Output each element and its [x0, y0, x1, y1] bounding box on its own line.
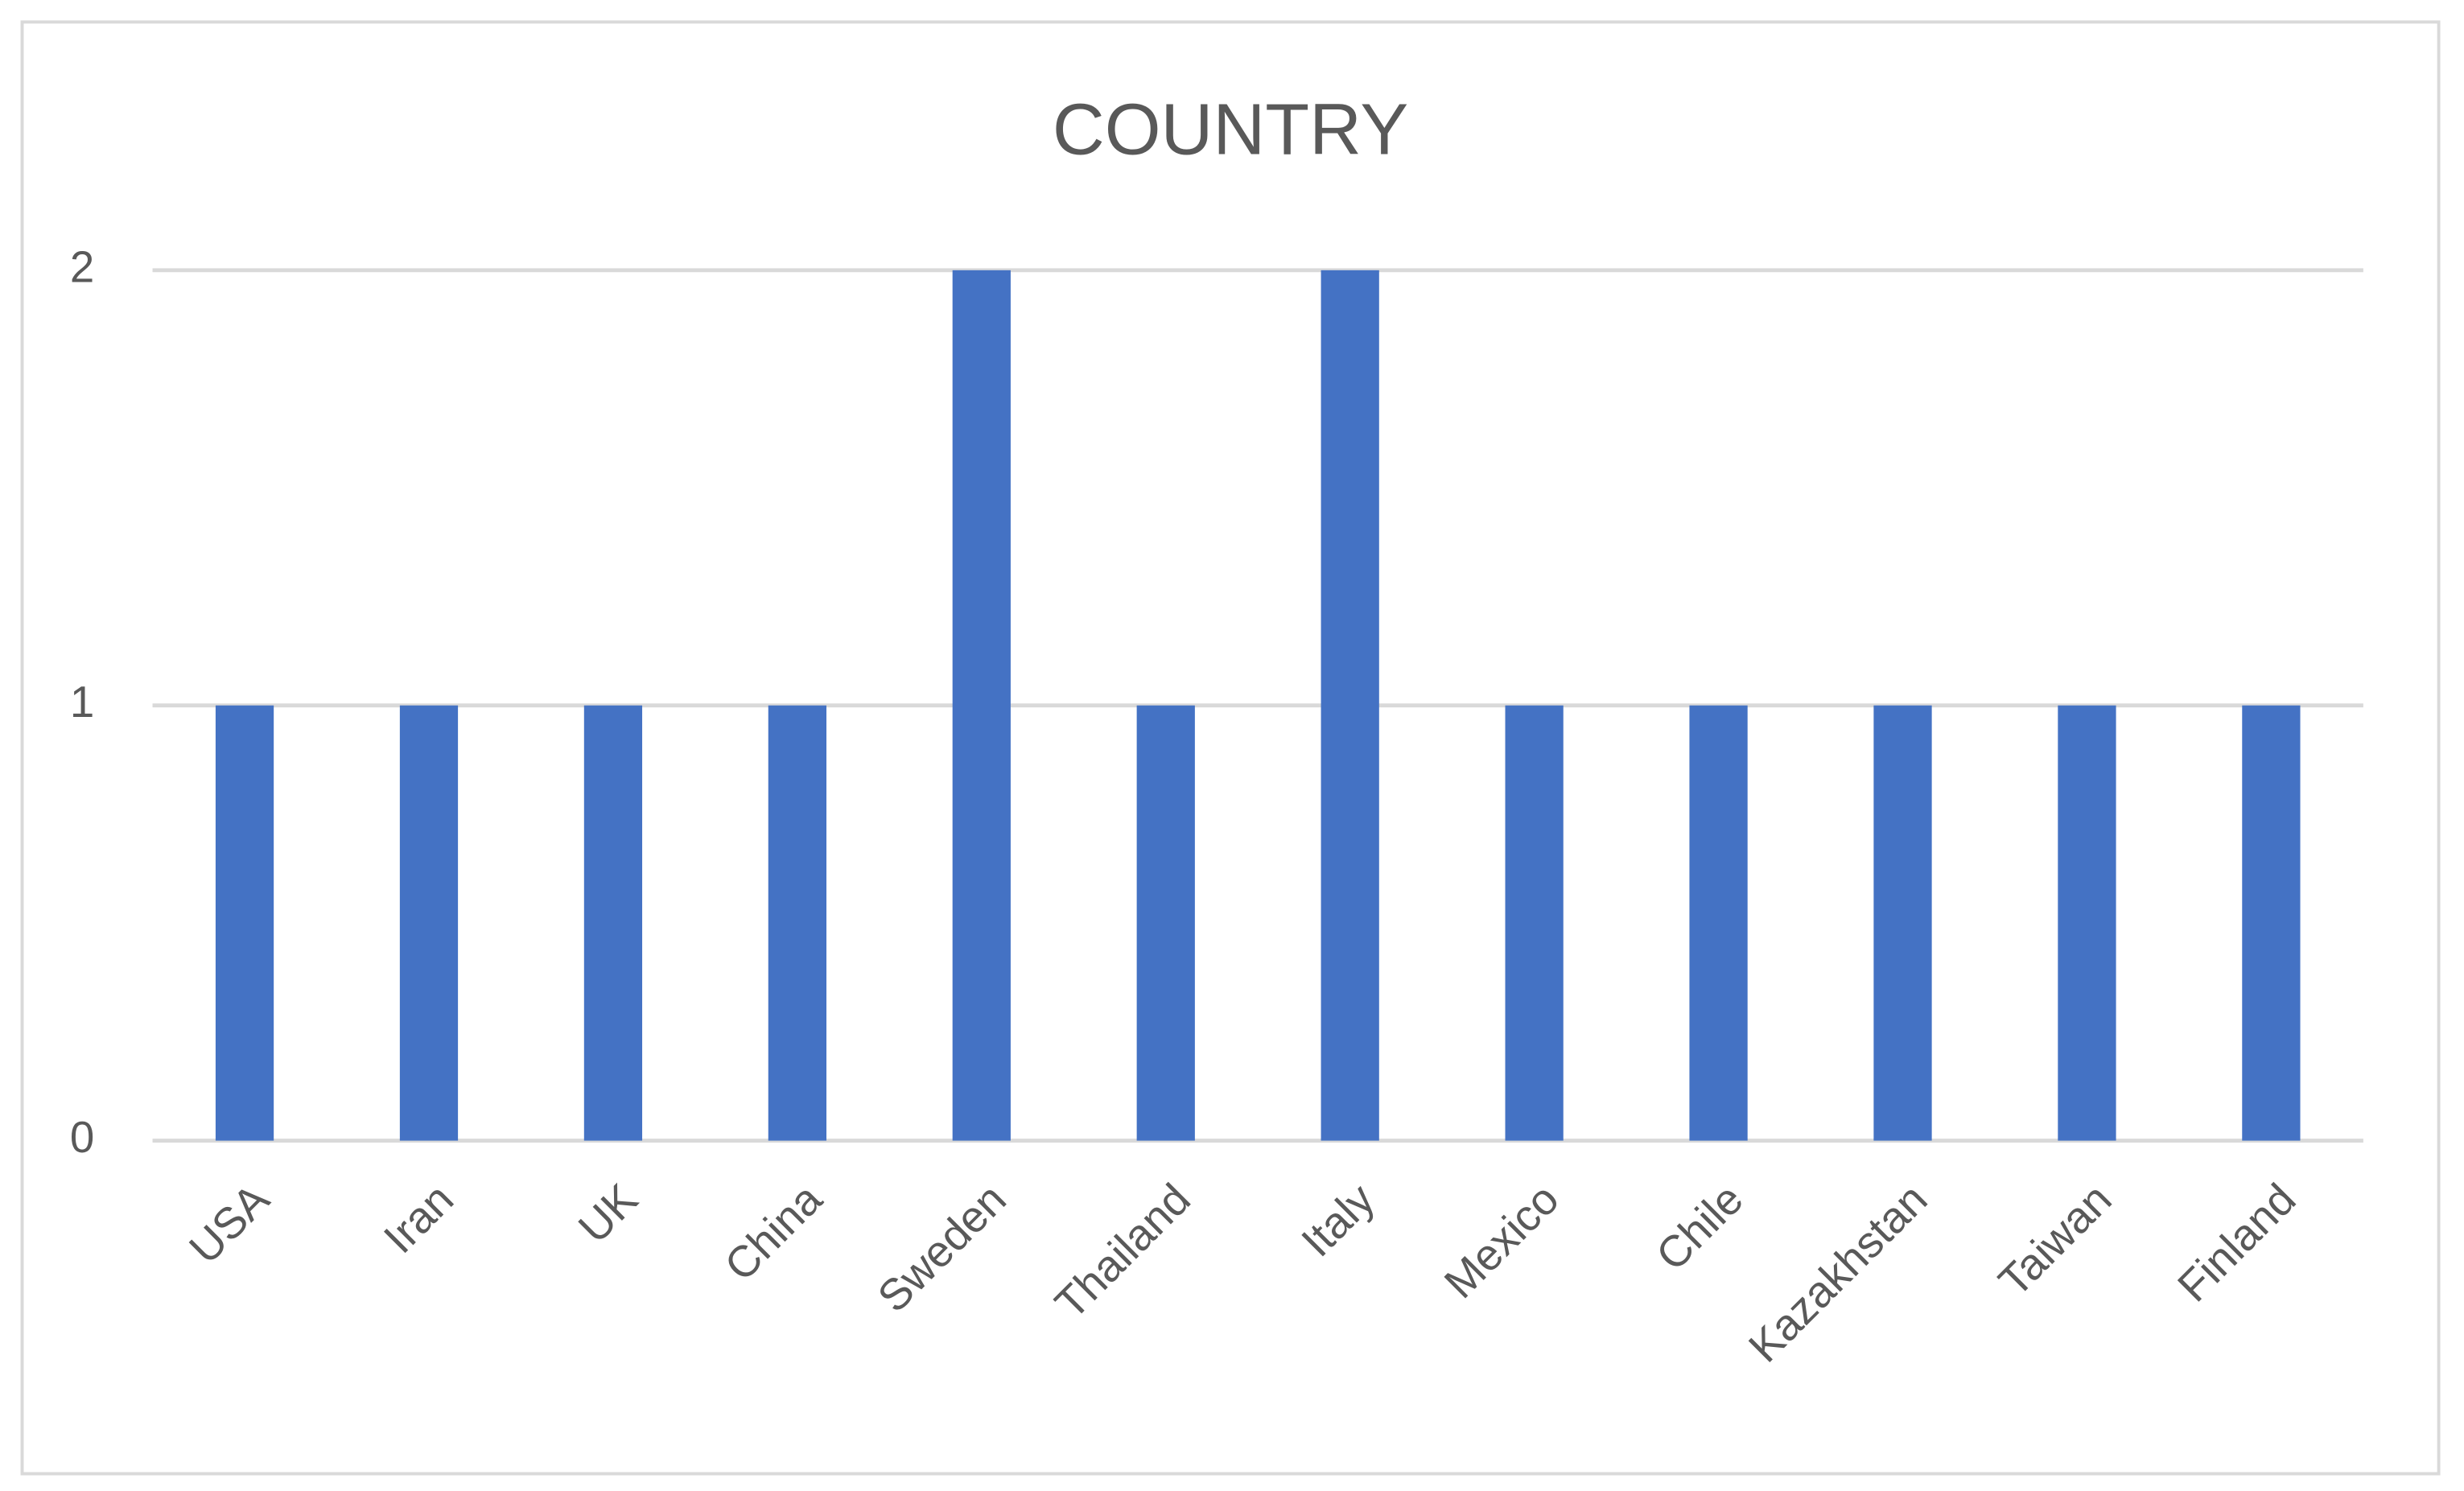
bar [1136, 705, 1195, 1141]
bar [1505, 705, 1564, 1141]
bar [768, 705, 826, 1141]
bar [952, 270, 1011, 1141]
bar [215, 705, 274, 1141]
bar [1873, 705, 1932, 1141]
bar [2242, 705, 2301, 1141]
bar [1321, 270, 1379, 1141]
y-tick-label: 0 [70, 1113, 94, 1162]
bar [2058, 705, 2116, 1141]
bar [399, 705, 459, 1141]
y-tick-label: 1 [70, 678, 94, 727]
bar [1689, 705, 1748, 1141]
bar [583, 705, 643, 1141]
y-tick-label: 2 [70, 242, 94, 291]
chart-title: COUNTRY [1053, 90, 1408, 171]
